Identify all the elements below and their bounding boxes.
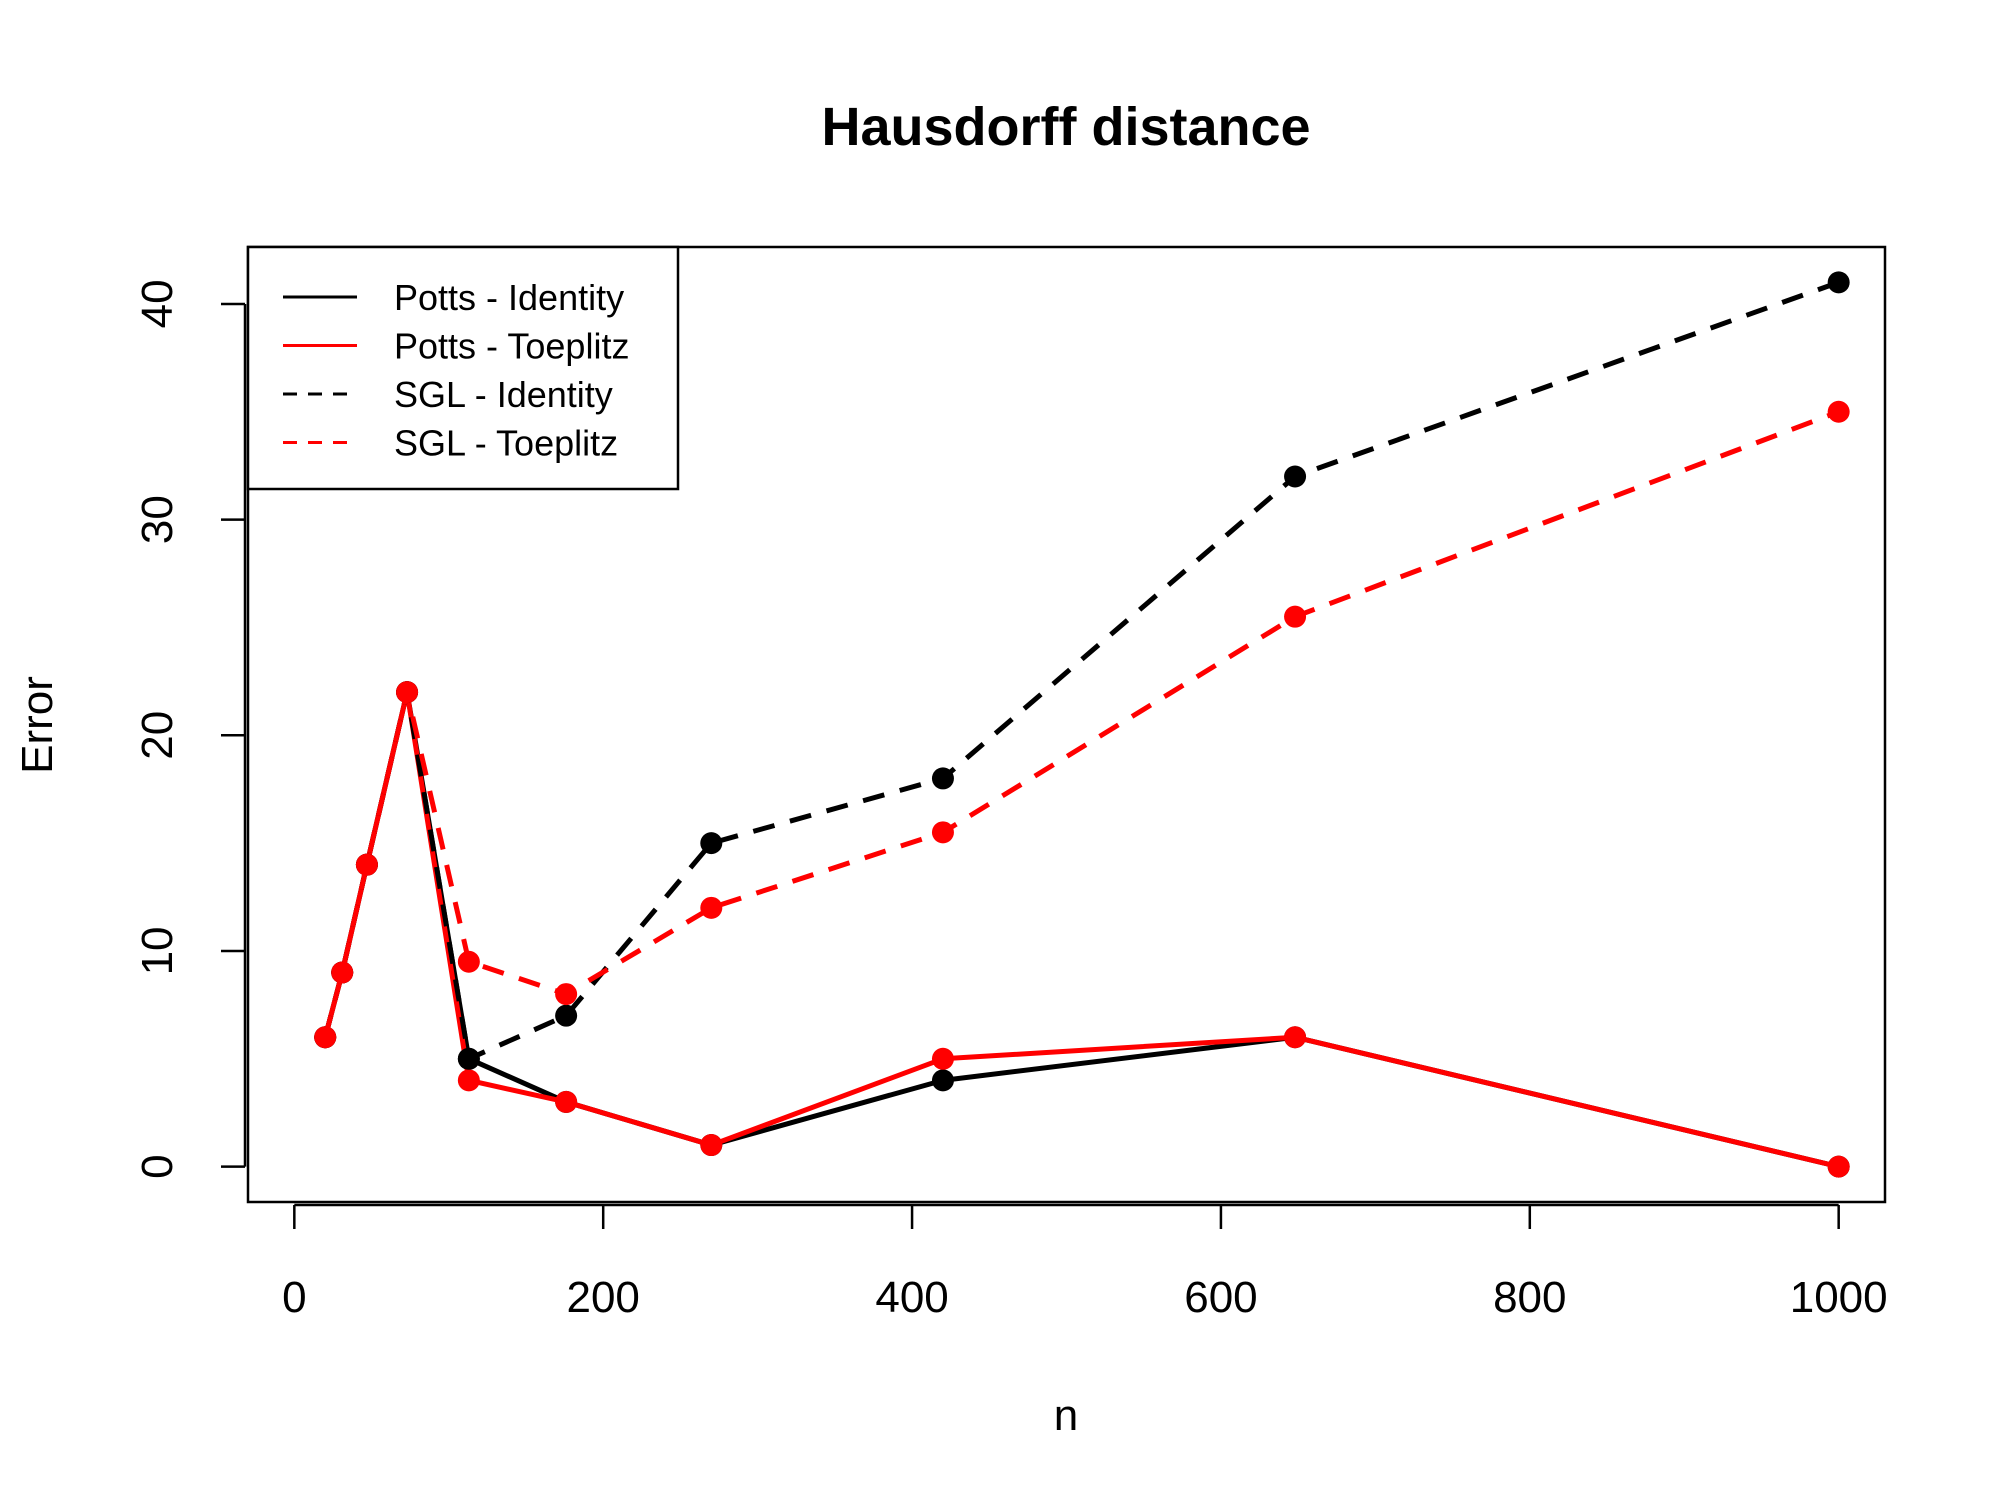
x-tick-label: 200	[566, 1273, 639, 1322]
legend-label: Potts - Identity	[394, 277, 624, 318]
data-point	[355, 853, 378, 876]
plot-area: 0 200 400 600 800 1000 0 10 20 30 40	[133, 245, 1888, 1322]
legend-label: Potts - Toeplitz	[394, 326, 629, 367]
x-tick-label: 1000	[1790, 1273, 1888, 1322]
data-point	[1827, 1155, 1850, 1178]
legend-label: SGL - Identity	[394, 374, 613, 415]
x-tick-label: 0	[282, 1273, 306, 1322]
y-tick-label: 0	[133, 1154, 182, 1178]
legend-box	[246, 245, 680, 491]
data-point	[1284, 605, 1307, 628]
x-axis-label: n	[1054, 1391, 1078, 1440]
y-tick-label: 10	[133, 926, 182, 975]
legend-item: SGL - Identity	[283, 374, 613, 415]
data-point	[457, 950, 480, 973]
plot-frame	[246, 245, 1887, 1204]
legend-label: SGL - Toeplitz	[394, 423, 618, 464]
data-point	[931, 1069, 954, 1092]
data-point	[457, 1069, 480, 1092]
y-tick-label: 30	[133, 495, 182, 544]
legend-item: SGL - Toeplitz	[283, 423, 618, 464]
data-point	[1284, 465, 1307, 488]
data-point	[555, 983, 578, 1006]
y-axis: 0 10 20 30 40	[133, 279, 247, 1179]
data-point	[555, 1090, 578, 1113]
data-point	[1827, 271, 1850, 294]
data-point	[700, 896, 723, 919]
data-point	[314, 1026, 337, 1049]
series-potts-toeplitz	[314, 681, 1850, 1178]
data-point	[931, 767, 954, 790]
series-sgl-toeplitz	[314, 400, 1850, 1049]
legend-item: Potts - Identity	[283, 277, 624, 318]
x-axis: 0 200 400 600 800 1000	[282, 1203, 1888, 1322]
x-tick-label: 800	[1493, 1273, 1566, 1322]
data-point	[396, 681, 419, 704]
data-point	[700, 832, 723, 855]
legend-item: Potts - Toeplitz	[283, 326, 629, 367]
legend: Potts - Identity Potts - Toeplitz SGL - Id…	[246, 245, 680, 491]
series-line	[322, 409, 1840, 1038]
y-tick-label: 40	[133, 279, 182, 328]
data-point	[1827, 400, 1850, 423]
data-point	[931, 1047, 954, 1070]
y-axis-label: Error	[13, 676, 62, 774]
data-point	[555, 1004, 578, 1027]
data-point	[1284, 1026, 1307, 1049]
data-point	[700, 1134, 723, 1157]
series-line	[322, 689, 1840, 1170]
chart-title: Hausdorff distance	[821, 97, 1310, 157]
data-point	[457, 1047, 480, 1070]
x-tick-label: 600	[1184, 1273, 1257, 1322]
x-tick-label: 400	[875, 1273, 948, 1322]
series-potts-identity	[314, 681, 1850, 1178]
y-tick-label: 20	[133, 711, 182, 760]
data-point	[931, 821, 954, 844]
data-point	[331, 961, 354, 984]
